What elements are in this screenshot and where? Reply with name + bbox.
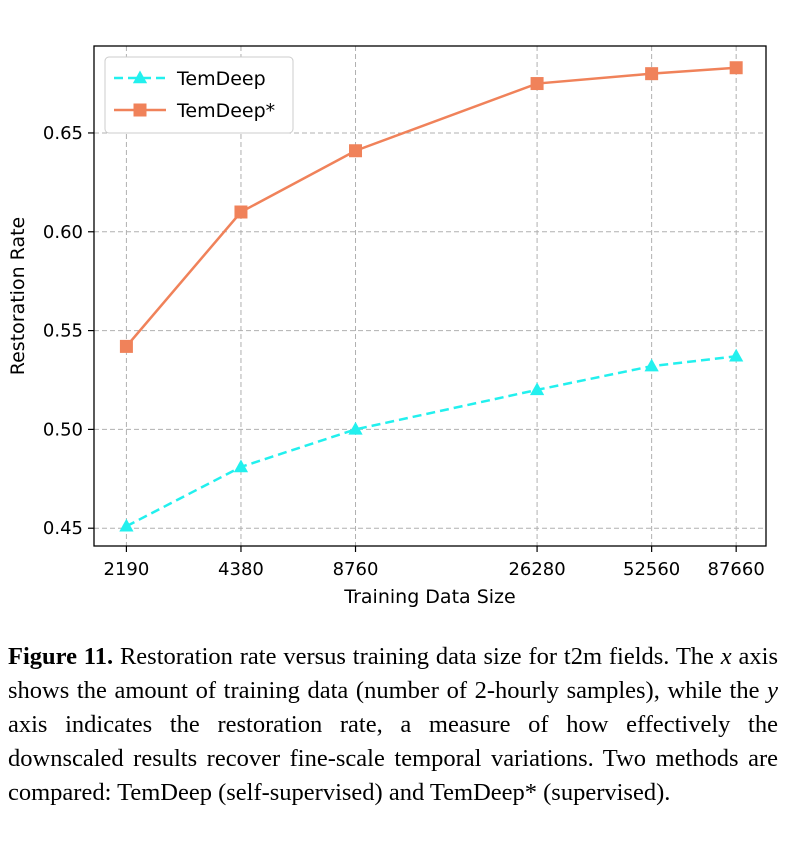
x-axis: 2190 4380 8760 26280 52560 87660 bbox=[104, 546, 765, 580]
y-tick-label: 0.50 bbox=[43, 419, 83, 440]
series-2 bbox=[119, 61, 743, 353]
series-line bbox=[125, 66, 737, 348]
legend: TemDeep TemDeep* bbox=[104, 56, 294, 134]
data-point bbox=[729, 348, 744, 362]
x-tick-label: 26280 bbox=[508, 559, 565, 580]
y-tick-label: 0.65 bbox=[43, 123, 83, 144]
plot-frame bbox=[93, 45, 767, 547]
data-point bbox=[530, 77, 544, 91]
legend-label: TemDeep bbox=[176, 68, 266, 90]
x-axis-title: Training Data Size bbox=[343, 586, 515, 608]
figure-label: Figure 11. bbox=[8, 643, 114, 670]
data-point bbox=[119, 518, 134, 532]
caption-y-variable: y bbox=[767, 677, 778, 704]
data-point bbox=[348, 421, 363, 435]
y-axis: 0.45 0.50 0.55 0.60 0.65 bbox=[43, 123, 94, 539]
data-point bbox=[529, 382, 545, 396]
series-line bbox=[125, 355, 737, 528]
legend-box bbox=[104, 56, 294, 134]
series-layer bbox=[119, 61, 744, 532]
x-tick-label: 87660 bbox=[708, 559, 765, 580]
x-tick-label: 8760 bbox=[333, 559, 379, 580]
caption-text-3: axis indicates the restoration rate, a m… bbox=[8, 711, 778, 806]
legend-marker bbox=[133, 103, 147, 117]
legend-label: TemDeep* bbox=[176, 100, 275, 122]
data-point bbox=[234, 205, 248, 219]
y-tick-label: 0.55 bbox=[43, 321, 83, 342]
y-axis-title: Restoration Rate bbox=[7, 217, 29, 375]
caption-text-1: Restoration rate versus training data si… bbox=[113, 643, 721, 670]
x-tick-label: 52560 bbox=[623, 559, 680, 580]
legend-marker bbox=[132, 70, 148, 84]
data-point bbox=[645, 67, 659, 81]
caption-text-2: axis shows the amount of training data (… bbox=[8, 643, 778, 704]
x-tick-label: 4380 bbox=[218, 559, 264, 580]
data-point bbox=[644, 358, 659, 372]
line-chart: 2190 4380 8760 26280 52560 87660 0.45 0.50 0.55… bbox=[7, 45, 767, 608]
data-point bbox=[233, 459, 249, 473]
x-tick-label: 2190 bbox=[104, 559, 150, 580]
series-1 bbox=[119, 348, 744, 532]
y-tick-label: 0.45 bbox=[43, 518, 83, 539]
data-point bbox=[349, 144, 363, 158]
data-point bbox=[729, 61, 743, 75]
data-point bbox=[119, 339, 133, 353]
figure-caption: Figure 11. Restoration rate versus train… bbox=[8, 640, 778, 810]
y-tick-label: 0.60 bbox=[43, 222, 83, 243]
caption-x-variable: x bbox=[720, 643, 732, 670]
